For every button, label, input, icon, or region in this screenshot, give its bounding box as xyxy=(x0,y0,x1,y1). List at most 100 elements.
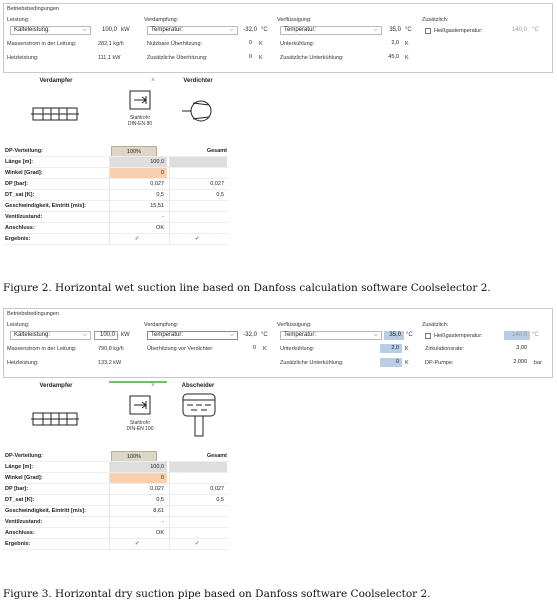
winkel-total xyxy=(169,168,227,178)
zusaetzliche-ueberhitzung-unit: K xyxy=(259,55,263,61)
verdampfung-temperature-select[interactable]: Temperatur: ⌵ xyxy=(147,26,238,35)
massenstrom-value: 790,8 kg/h xyxy=(98,346,124,352)
kaelteleistung-value[interactable]: 100,0 xyxy=(94,331,118,340)
table-row: DP [bar]: 0,027 0,027 xyxy=(3,484,229,495)
dp-pumpe-label: DP-Pumpe: xyxy=(425,360,454,366)
verdampfung-temperature-select[interactable]: Temperatur: ⌵ xyxy=(147,331,238,340)
table-row: DP [bar]: 0,027 0,027 xyxy=(3,179,229,190)
zusaetzliche-ueberhitzung-value[interactable]: 0 xyxy=(248,54,252,60)
valve-state-value: - xyxy=(109,212,167,222)
ueberhitzung-vor-verdichter-value[interactable]: 0 xyxy=(252,345,256,351)
abscheider-header: Abscheider xyxy=(181,383,215,389)
valve-state-total xyxy=(169,212,227,222)
winkel-value[interactable]: 0 xyxy=(109,473,167,483)
verdampfer-header: Verdampfer xyxy=(39,78,73,84)
table-row: DP-Verteilung: xyxy=(3,451,229,462)
kaelteleistung-select-label: Kälteleistung: xyxy=(14,332,51,338)
laenge-total xyxy=(169,157,227,167)
figure-3-caption: Figure 3. Horizontal dry suction pipe ba… xyxy=(3,588,431,600)
verfluessigung-temperature-value[interactable]: 35,0 xyxy=(384,331,404,340)
pipe-label: Stahlrohr DIN-EN 80 xyxy=(127,115,153,127)
laenge-value[interactable]: 100,0 xyxy=(109,157,167,167)
row-label: DP [bar]: xyxy=(5,486,29,492)
dp-value: 0,027 xyxy=(109,179,167,189)
zusaetzliche-unterkuehlung-unit: K xyxy=(405,55,409,61)
zusaetzliche-unterkuehlung-row: Zusätzliche Unterkühlung: 0 K xyxy=(280,358,420,368)
leistung-heading: Leistung: xyxy=(7,322,30,328)
verdampfung-temperature-value[interactable]: -32,0 xyxy=(243,332,257,338)
table-row: Winkel [Grad]: 0 xyxy=(3,473,229,484)
nutzbare-ueberhitzung-value[interactable]: 0 xyxy=(248,40,252,46)
heissgas-checkbox[interactable] xyxy=(425,333,431,339)
kaelteleistung-select[interactable]: Kälteleistung: ⌵ xyxy=(10,26,91,35)
verfluessigung-temperature-value[interactable]: 35,0 xyxy=(389,27,401,33)
verdampfung-select-label: Temperatur: xyxy=(151,27,184,33)
calculation-grid: Verdampfer × Verdichter Stahlrohr DIN-EN… xyxy=(3,76,553,259)
zusaetzliche-unterkuehlung-value[interactable]: 0 xyxy=(380,358,402,367)
zirkulationsrate-value[interactable]: 3,00 xyxy=(516,345,527,351)
heissgas-checkbox[interactable] xyxy=(425,28,431,34)
unterkuehlung-value[interactable]: 2,0 xyxy=(380,344,402,353)
close-icon[interactable]: × xyxy=(151,77,156,84)
row-label: DT_sat [K]: xyxy=(5,192,35,198)
zusaetzlich-heading: Zusätzlich: xyxy=(422,322,449,328)
row-label: DP [bar]: xyxy=(5,181,29,187)
chevron-down-icon: ⌵ xyxy=(229,27,234,33)
verfluessigung-temperature-select[interactable]: Temperatur: ⌵ xyxy=(280,331,382,340)
valve-state-value: - xyxy=(109,517,167,527)
zusaetzlich-heading: Zusätzlich: xyxy=(422,17,449,23)
verfluessigung-select-label: Temperatur: xyxy=(284,332,317,338)
dp-pumpe-value[interactable]: 2,000 xyxy=(513,359,527,365)
verfluessigung-heading: Verflüssigung: xyxy=(277,322,312,328)
row-label: Ergebnis: xyxy=(5,236,31,242)
table-row: Ergebnis: ✓ ✓ xyxy=(3,539,229,550)
massenstrom-row: Massenstrom in der Leitung: 282,1 kg/h xyxy=(4,39,144,49)
velocity-value: 8,61 xyxy=(109,506,167,516)
zirkulationsrate-label: Zirkulationsrate: xyxy=(425,346,465,352)
row-label: Länge [m]: xyxy=(5,159,34,165)
verfluessigung-temperature-unit: °C xyxy=(406,332,413,338)
table-row: Winkel [Grad]: 0 xyxy=(3,168,229,179)
kaelteleistung-select[interactable]: Kälteleistung: ⌵ xyxy=(10,331,91,340)
heizleistung-row: Heizleistung: 111,1 kW xyxy=(4,53,144,63)
heissgas-row: Heißgastemperatur: xyxy=(434,26,504,36)
heissgas-row: Heißgastemperatur: xyxy=(434,331,504,341)
operating-conditions-legend: Betriebsbedingungen xyxy=(7,6,59,12)
dp-pumpe-row: DP-Pumpe: 2,000 bar xyxy=(422,358,552,368)
dt-sat-total: 0,5 xyxy=(169,190,227,200)
verfluessigung-temperature-select[interactable]: Temperatur: ⌵ xyxy=(280,26,382,35)
close-icon[interactable]: × xyxy=(151,382,156,389)
leistung-heading: Leistung: xyxy=(7,17,30,23)
pipe-label: Stahlrohr DIN-EN 100 xyxy=(126,420,154,432)
winkel-value[interactable]: 0 xyxy=(109,168,167,178)
heissgas-value[interactable]: 140,0 xyxy=(504,331,530,340)
laenge-total xyxy=(169,462,227,472)
verdichter-header: Verdichter xyxy=(183,78,213,84)
pipe-icon[interactable] xyxy=(125,394,155,418)
check-icon: ✓ xyxy=(169,234,227,244)
unterkuehlung-label: Unterkühlung: xyxy=(280,41,315,47)
verdampfung-temperature-value[interactable]: -32,0 xyxy=(243,27,257,33)
verdampfung-heading: Verdampfung: xyxy=(144,322,179,328)
unterkuehlung-value[interactable]: 2,0 xyxy=(391,40,399,46)
kaelteleistung-value[interactable]: 100,0 xyxy=(101,27,117,33)
check-icon: ✓ xyxy=(109,234,167,244)
unterkuehlung-row: Unterkühlung: 2,0 K xyxy=(280,39,420,49)
check-icon: ✓ xyxy=(109,539,167,549)
heissgas-value[interactable]: 140,0 xyxy=(511,27,527,33)
unterkuehlung-unit: K xyxy=(405,41,409,47)
table-row: DT_sat [K]: 0,5 0,5 xyxy=(3,190,229,201)
unterkuehlung-unit: K xyxy=(405,346,409,352)
pipe-icon[interactable] xyxy=(125,89,155,113)
heizleistung-value: 133,2 kW xyxy=(98,360,122,366)
zusaetzliche-unterkuehlung-value[interactable]: 45,0 xyxy=(388,54,399,60)
zusaetzliche-unterkuehlung-label: Zusätzliche Unterkühlung: xyxy=(280,360,344,366)
verdampfung-temperature-unit: °C xyxy=(261,332,268,338)
kaelteleistung-unit: kW xyxy=(121,332,130,338)
table-row: DP-Verteilung: xyxy=(3,146,229,157)
dp-total: 0,027 xyxy=(169,179,227,189)
laenge-value[interactable]: 100,0 xyxy=(109,462,167,472)
figure-2-caption: Figure 2. Horizontal wet suction line ba… xyxy=(3,282,491,294)
chevron-down-icon: ⌵ xyxy=(373,27,378,33)
row-label: DP-Verteilung: xyxy=(5,148,43,154)
